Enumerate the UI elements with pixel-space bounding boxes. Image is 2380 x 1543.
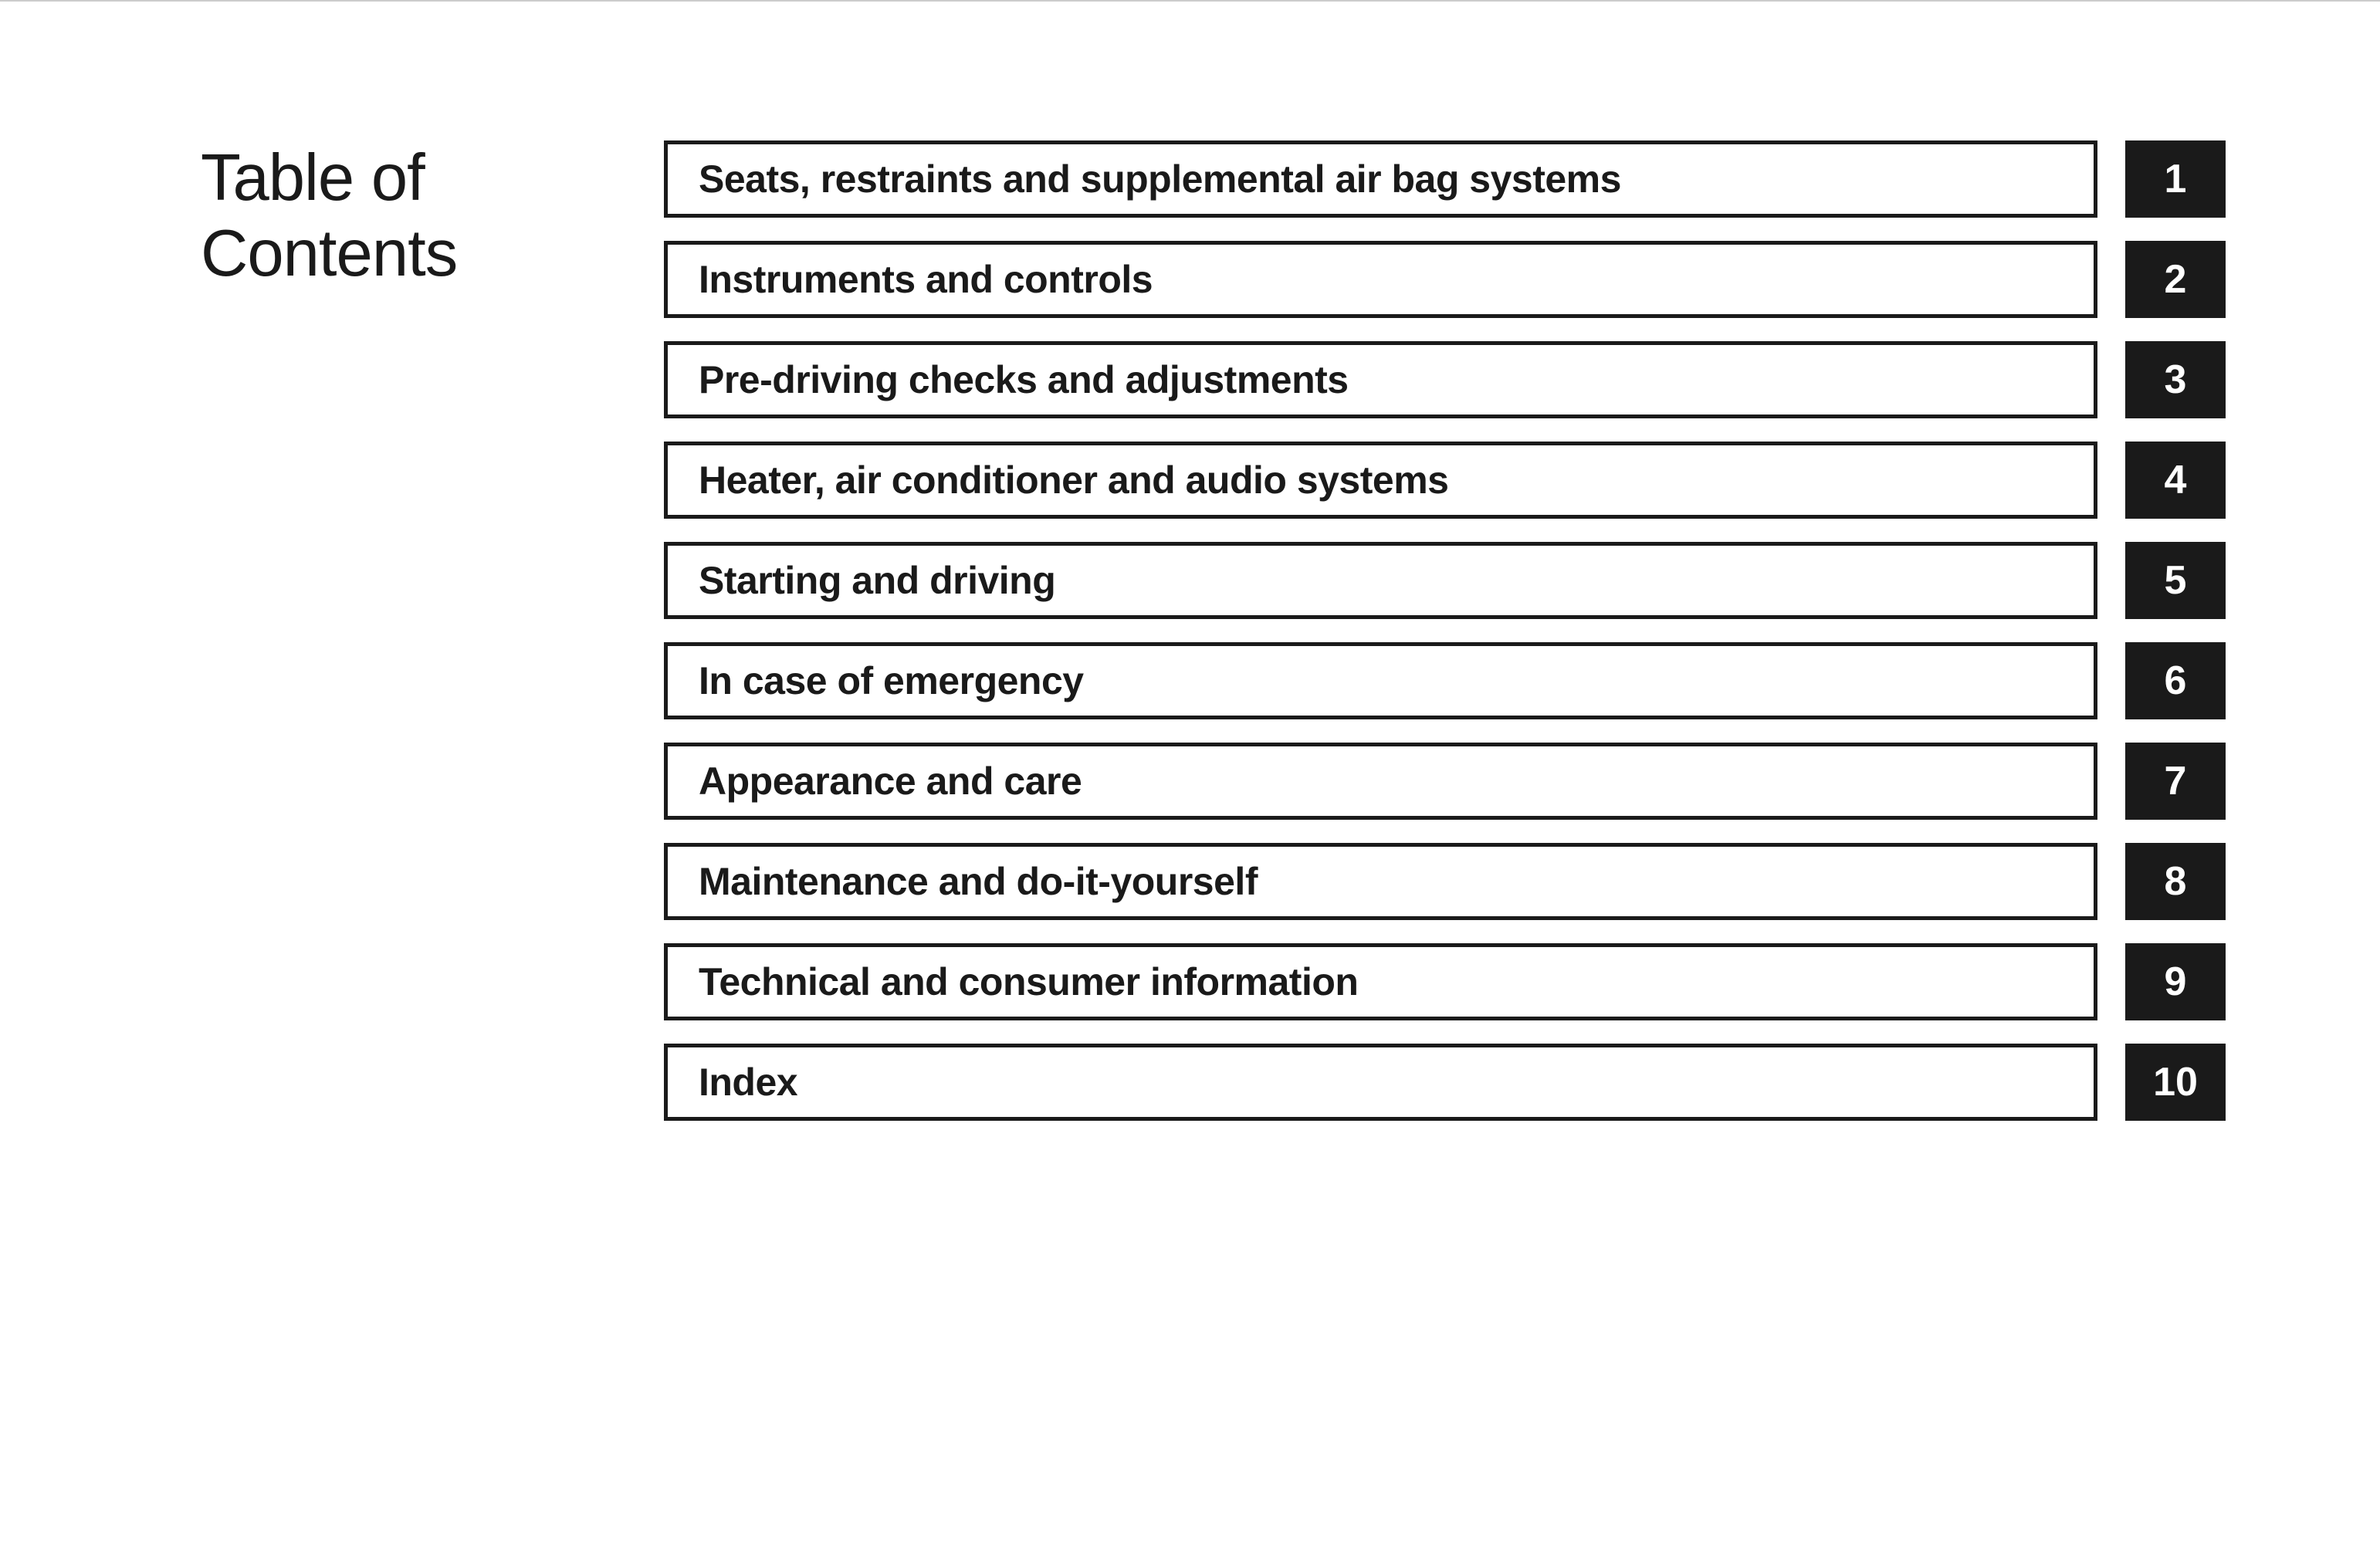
toc-number-box: 1 [2125,140,2226,218]
toc-item-box: Appearance and care [664,743,2097,820]
toc-row: Pre-driving checks and adjustments 3 [664,341,2226,418]
toc-row: Starting and driving 5 [664,542,2226,619]
toc-number-label: 4 [2165,457,2187,503]
toc-item-label: Maintenance and do-it-yourself [699,859,1258,904]
page-container: Table of Contents Seats, restraints and … [0,0,2380,1543]
toc-heading: Table of Contents [201,140,618,292]
toc-row: Heater, air conditioner and audio system… [664,442,2226,519]
toc-row: Seats, restraints and supplemental air b… [664,140,2226,218]
toc-item-label: Technical and consumer information [699,959,1358,1004]
toc-item-label: Appearance and care [699,759,1082,804]
toc-row: Maintenance and do-it-yourself 8 [664,843,2226,920]
toc-number-box: 7 [2125,743,2226,820]
heading-line-1: Table of [201,140,618,216]
toc-item-box: Starting and driving [664,542,2097,619]
toc-item-box: Pre-driving checks and adjustments [664,341,2097,418]
toc-number-label: 1 [2165,156,2187,202]
toc-number-box: 3 [2125,341,2226,418]
toc-number-label: 3 [2165,357,2187,403]
toc-row: Instruments and controls 2 [664,241,2226,318]
toc-item-box: Heater, air conditioner and audio system… [664,442,2097,519]
toc-row: Technical and consumer information 9 [664,943,2226,1020]
toc-number-label: 8 [2165,858,2187,905]
toc-number-label: 5 [2165,557,2187,604]
toc-number-label: 6 [2165,658,2187,704]
toc-number-label: 9 [2165,959,2187,1005]
toc-item-box: Instruments and controls [664,241,2097,318]
toc-item-label: Instruments and controls [699,257,1153,302]
toc-number-box: 10 [2125,1044,2226,1121]
toc-number-box: 8 [2125,843,2226,920]
toc-row: In case of emergency 6 [664,642,2226,719]
toc-number-label: 7 [2165,758,2187,804]
toc-item-label: Pre-driving checks and adjustments [699,357,1349,402]
toc-item-label: Index [699,1060,797,1105]
toc-item-box: Index [664,1044,2097,1121]
toc-item-label: Seats, restraints and supplemental air b… [699,157,1621,201]
toc-item-box: In case of emergency [664,642,2097,719]
heading-line-2: Contents [201,216,618,292]
toc-item-label: Heater, air conditioner and audio system… [699,458,1448,502]
toc-item-box: Technical and consumer information [664,943,2097,1020]
toc-item-box: Seats, restraints and supplemental air b… [664,140,2097,218]
toc-number-box: 2 [2125,241,2226,318]
toc-row: Appearance and care 7 [664,743,2226,820]
toc-number-box: 9 [2125,943,2226,1020]
toc-number-box: 4 [2125,442,2226,519]
toc-number-box: 5 [2125,542,2226,619]
toc-item-label: In case of emergency [699,658,1084,703]
toc-list: Seats, restraints and supplemental air b… [618,140,2226,1121]
toc-number-label: 10 [2153,1059,2198,1105]
toc-row: Index 10 [664,1044,2226,1121]
toc-item-label: Starting and driving [699,558,1055,603]
content-wrapper: Table of Contents Seats, restraints and … [0,140,2380,1121]
toc-number-label: 2 [2165,256,2187,303]
toc-number-box: 6 [2125,642,2226,719]
toc-item-box: Maintenance and do-it-yourself [664,843,2097,920]
